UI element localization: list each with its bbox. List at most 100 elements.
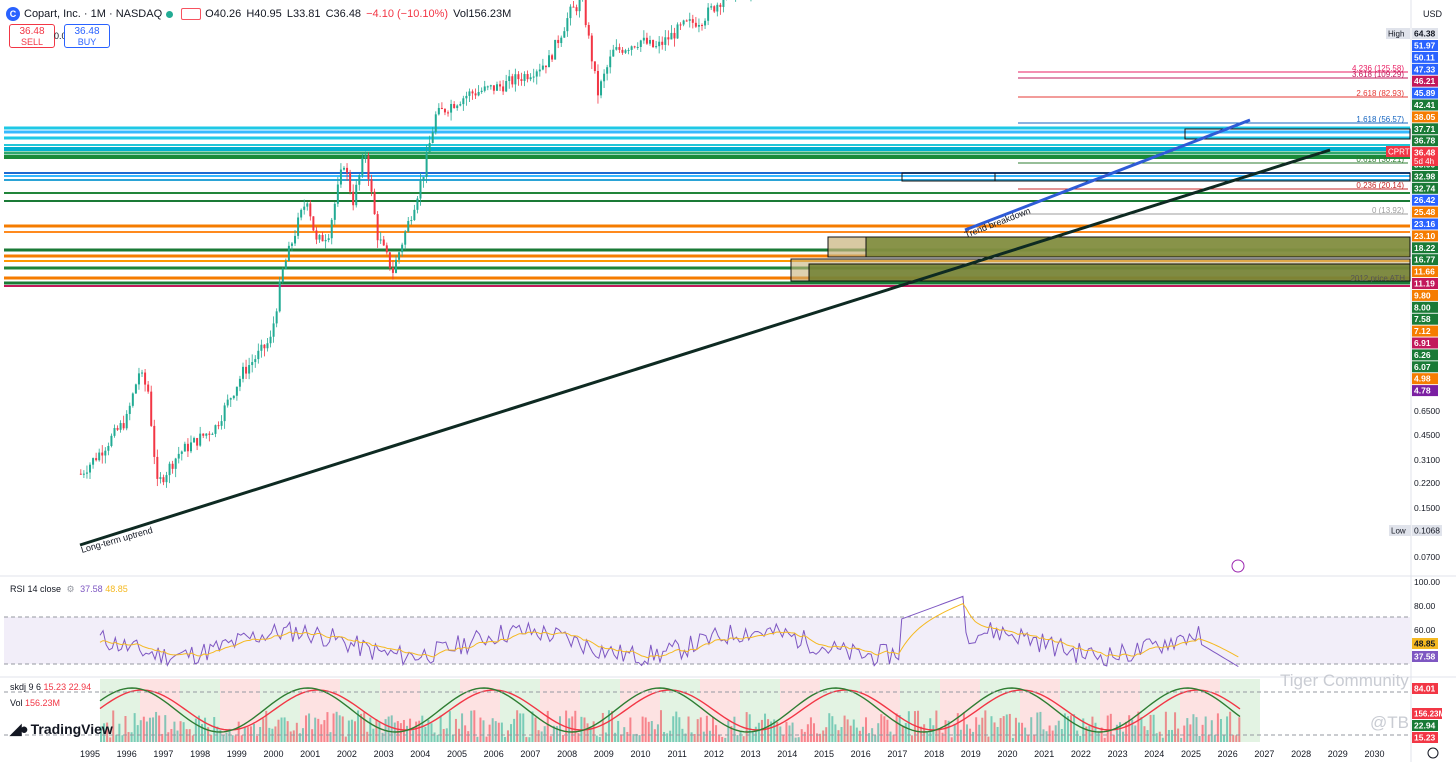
currency-selector[interactable]: USD bbox=[1422, 9, 1442, 19]
volume-bar bbox=[164, 715, 167, 742]
volume-bar bbox=[718, 735, 721, 742]
candle-body bbox=[691, 19, 694, 23]
volume-bar bbox=[1033, 734, 1036, 742]
volume-bar bbox=[121, 735, 124, 742]
volume-bar bbox=[999, 718, 1002, 742]
price-level-tag bbox=[1412, 206, 1438, 218]
volume-bar bbox=[534, 717, 537, 742]
price-level-tag bbox=[1412, 123, 1438, 135]
volume-bar bbox=[412, 730, 415, 742]
candle-body bbox=[572, 6, 575, 8]
price-level-tag-text: 32.98 bbox=[1414, 171, 1436, 181]
skdj-tag-text: 15.23 bbox=[1414, 733, 1436, 743]
volume-bar bbox=[1115, 724, 1118, 742]
volume-bar bbox=[130, 732, 133, 742]
settings-icon[interactable]: ⚙ bbox=[66, 584, 75, 594]
candle-body bbox=[294, 235, 297, 244]
candle-body bbox=[189, 442, 192, 452]
volume-bar bbox=[485, 736, 488, 742]
volume-bar bbox=[326, 712, 329, 742]
volume-bar bbox=[788, 725, 791, 742]
volume-bar bbox=[574, 710, 577, 742]
candle-body bbox=[342, 167, 345, 170]
symbol-title[interactable]: Copart, Inc. · 1M · NASDAQ bbox=[24, 8, 163, 20]
flag-icon[interactable] bbox=[181, 8, 202, 20]
volume-bar bbox=[491, 718, 494, 742]
candle-body bbox=[694, 22, 697, 27]
candle-body bbox=[321, 235, 324, 242]
buy-button[interactable]: 36.48 BUY bbox=[64, 24, 110, 48]
candle-body bbox=[401, 244, 404, 253]
candle-body bbox=[309, 203, 312, 217]
rsi-line bbox=[99, 595, 1239, 668]
candle-body bbox=[419, 180, 422, 199]
volume-bar bbox=[372, 728, 375, 742]
candle-body bbox=[575, 7, 578, 12]
y-tick-label: 0.6500 bbox=[1414, 406, 1440, 416]
volume-bar bbox=[1149, 714, 1152, 742]
volume-bar bbox=[712, 717, 714, 742]
price-level-tag-text: 42.41 bbox=[1414, 100, 1436, 110]
volume-bar bbox=[978, 724, 981, 742]
price-level-tag-text: 8.00 bbox=[1414, 302, 1431, 312]
candle-body bbox=[104, 450, 107, 456]
tradingview-logo[interactable]: ◢● TradingView bbox=[10, 720, 113, 738]
volume-bar bbox=[145, 721, 148, 742]
volume-bar bbox=[298, 733, 301, 742]
candle-body bbox=[336, 184, 339, 204]
volume-bar bbox=[176, 730, 179, 742]
volume-bar bbox=[464, 725, 467, 742]
volume-bar bbox=[433, 732, 436, 742]
volume-bar bbox=[115, 734, 118, 742]
volume-bar bbox=[1088, 725, 1091, 742]
x-tick-label: 2028 bbox=[1291, 749, 1311, 759]
volume-bar bbox=[568, 718, 571, 742]
volume-bar bbox=[721, 736, 724, 742]
price-level-tag bbox=[1412, 75, 1438, 87]
volume-legend[interactable]: Vol 156.23M bbox=[10, 698, 61, 708]
volume-bar bbox=[840, 727, 843, 742]
price-level-tag bbox=[1412, 349, 1438, 361]
volume-bar bbox=[1112, 734, 1115, 742]
volume-bar bbox=[773, 719, 776, 742]
candle-body bbox=[242, 366, 245, 379]
price-level-tag bbox=[1412, 63, 1438, 75]
countdown: 5d 4h bbox=[1414, 157, 1434, 166]
volume-bar bbox=[715, 725, 718, 742]
candle-body bbox=[710, 6, 713, 8]
ohlc-values: O40.26 H40.95 L33.81 C36.48 −4.10 (−10.1… bbox=[205, 8, 513, 20]
candle-body bbox=[171, 463, 174, 469]
spread-value: 0.00 bbox=[54, 31, 72, 41]
volume-bar bbox=[323, 720, 326, 742]
volume-bar bbox=[956, 713, 959, 742]
volume-bar bbox=[791, 722, 794, 742]
rsi-tag-text: 37.58 bbox=[1414, 652, 1436, 662]
zone-box bbox=[808, 263, 1411, 282]
volume-bar bbox=[663, 731, 666, 742]
candle-body bbox=[324, 239, 327, 242]
candle-body bbox=[492, 85, 495, 91]
volume-bar bbox=[406, 725, 408, 742]
volume-bar bbox=[1186, 718, 1189, 742]
price-level-tag bbox=[1412, 361, 1438, 373]
x-tick-label: 2023 bbox=[1108, 749, 1128, 759]
candle-body bbox=[627, 49, 630, 51]
volume-bar bbox=[1131, 719, 1134, 742]
volume-bar bbox=[152, 717, 155, 742]
candle-body bbox=[168, 463, 171, 476]
candle-body bbox=[636, 46, 639, 48]
candle-body bbox=[318, 235, 321, 240]
volume-bar bbox=[708, 730, 711, 742]
volume-bar bbox=[510, 724, 513, 742]
volume-bar bbox=[892, 734, 895, 742]
volume-bar bbox=[240, 735, 243, 742]
volume-bar bbox=[669, 730, 672, 742]
rsi-legend[interactable]: RSI 14 close ⚙ 37.58 48.85 bbox=[10, 584, 128, 594]
skdj-legend[interactable]: skdj 9 6 15.23 22.94 bbox=[10, 682, 92, 692]
volume-bar bbox=[332, 713, 335, 742]
rsi-tag bbox=[1412, 651, 1438, 662]
candle-body bbox=[520, 79, 523, 81]
sell-button[interactable]: 36.48 SELL bbox=[9, 24, 55, 48]
volume-bar bbox=[375, 719, 378, 742]
